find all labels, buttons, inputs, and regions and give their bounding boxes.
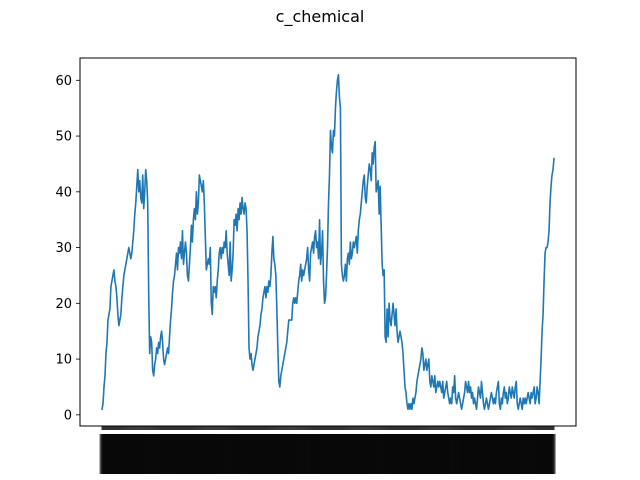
chart-title: c_chemical [275,7,365,26]
plot-frame [79,57,577,427]
y-tick-label: 10 [55,353,72,368]
y-tick-label: 60 [55,74,72,89]
series-line [101,73,555,411]
x-axis-ticks [99,426,556,474]
y-tick-label: 30 [55,241,72,256]
x-tick-label [551,434,556,474]
y-tick-label: 50 [55,130,72,145]
y-tick-label: 20 [55,297,72,312]
y-tick-label: 0 [64,408,72,423]
y-tick-label: 40 [55,185,72,200]
y-axis-ticks: 0 10 20 30 40 50 60 [55,74,80,423]
